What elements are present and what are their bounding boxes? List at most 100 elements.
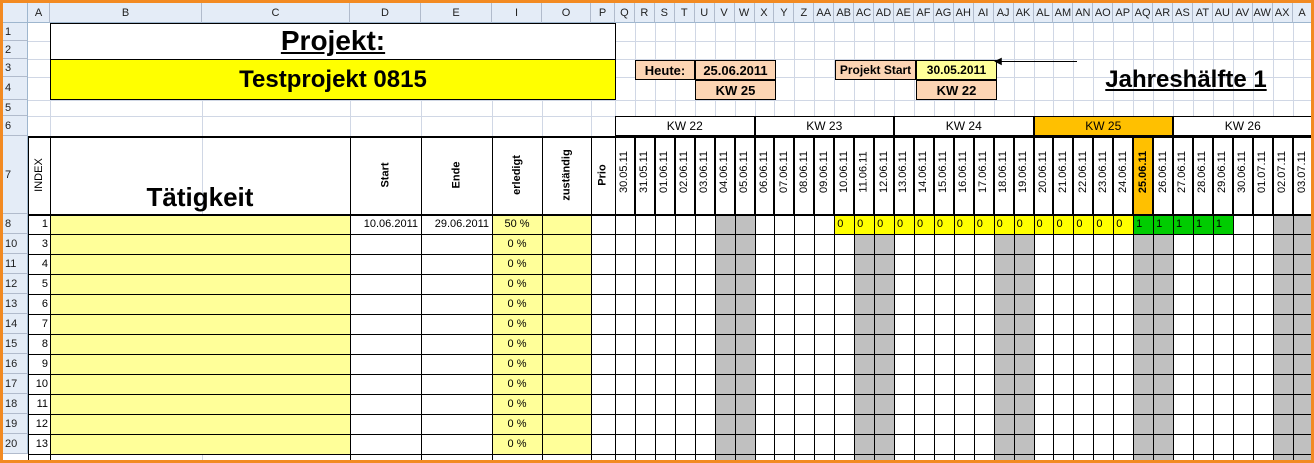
- column-header[interactable]: A: [1292, 3, 1311, 23]
- start-date-cell[interactable]: [350, 274, 421, 294]
- column-header[interactable]: AE: [894, 3, 914, 23]
- column-header[interactable]: X: [754, 3, 775, 23]
- column-header[interactable]: E: [421, 3, 492, 23]
- responsible-cell[interactable]: [542, 314, 591, 334]
- done-percent-cell[interactable]: 0 %: [507, 418, 527, 430]
- row-header[interactable]: 18: [3, 394, 28, 414]
- responsible-cell[interactable]: [542, 434, 591, 454]
- end-date-cell[interactable]: 29.06.2011: [434, 218, 489, 230]
- start-date-cell[interactable]: [350, 254, 421, 274]
- prio-cell[interactable]: [591, 294, 615, 314]
- column-header[interactable]: AT: [1192, 3, 1213, 23]
- end-date-cell[interactable]: [421, 414, 492, 434]
- row-header[interactable]: 5: [3, 100, 28, 116]
- responsible-cell[interactable]: [542, 414, 591, 434]
- prio-cell[interactable]: [591, 394, 615, 414]
- prio-cell[interactable]: [591, 354, 615, 374]
- task-name-cell[interactable]: [50, 274, 350, 294]
- end-date-cell[interactable]: [421, 394, 492, 414]
- column-header[interactable]: AU: [1212, 3, 1233, 23]
- end-date-cell[interactable]: [421, 334, 492, 354]
- start-date-cell[interactable]: [350, 314, 421, 334]
- column-header[interactable]: I: [492, 3, 542, 23]
- responsible-cell[interactable]: [542, 214, 591, 234]
- row-header[interactable]: 7: [3, 136, 28, 214]
- prio-cell[interactable]: [591, 434, 615, 454]
- column-header[interactable]: P: [591, 3, 615, 23]
- column-header[interactable]: AN: [1073, 3, 1094, 23]
- done-percent-cell[interactable]: 50 %: [504, 218, 530, 230]
- row-header[interactable]: 14: [3, 314, 28, 334]
- column-header[interactable]: Z: [794, 3, 815, 23]
- column-header[interactable]: AM: [1053, 3, 1074, 23]
- row-header[interactable]: 20: [3, 434, 28, 454]
- done-percent-cell[interactable]: 0 %: [507, 358, 527, 370]
- responsible-cell[interactable]: [542, 254, 591, 274]
- task-name-cell[interactable]: [50, 214, 350, 234]
- done-percent-cell[interactable]: 0 %: [507, 378, 527, 390]
- done-percent-cell[interactable]: 0 %: [507, 398, 527, 410]
- task-name-cell[interactable]: [50, 294, 350, 314]
- task-name-cell[interactable]: [50, 414, 350, 434]
- responsible-cell[interactable]: [542, 294, 591, 314]
- row-header[interactable]: 1: [3, 23, 28, 41]
- done-percent-cell[interactable]: 0 %: [507, 298, 527, 310]
- responsible-cell[interactable]: [542, 274, 591, 294]
- column-header[interactable]: AK: [1013, 3, 1034, 23]
- column-header[interactable]: T: [674, 3, 695, 23]
- task-name-cell[interactable]: [50, 354, 350, 374]
- column-header[interactable]: AP: [1113, 3, 1134, 23]
- task-name-cell[interactable]: [50, 254, 350, 274]
- prio-cell[interactable]: [591, 414, 615, 434]
- done-percent-cell[interactable]: 0 %: [507, 338, 527, 350]
- row-header[interactable]: 4: [3, 77, 28, 100]
- responsible-cell[interactable]: [542, 334, 591, 354]
- end-date-cell[interactable]: [421, 274, 492, 294]
- start-date-cell[interactable]: [350, 414, 421, 434]
- column-header[interactable]: AI: [973, 3, 994, 23]
- column-header[interactable]: AV: [1232, 3, 1253, 23]
- row-header[interactable]: 13: [3, 294, 28, 314]
- done-percent-cell[interactable]: 0 %: [507, 258, 527, 270]
- column-header[interactable]: AC: [854, 3, 875, 23]
- start-date-cell[interactable]: [350, 374, 421, 394]
- start-date-cell[interactable]: [350, 334, 421, 354]
- prio-cell[interactable]: [591, 374, 615, 394]
- column-header[interactable]: R: [634, 3, 655, 23]
- prio-cell[interactable]: [591, 254, 615, 274]
- row-header[interactable]: 12: [3, 274, 28, 294]
- start-date-cell[interactable]: [350, 394, 421, 414]
- start-date-cell[interactable]: 10.06.2011: [363, 218, 418, 230]
- row-header[interactable]: 8: [3, 214, 28, 234]
- column-header[interactable]: Q: [615, 3, 635, 23]
- prio-cell[interactable]: [591, 214, 615, 234]
- prio-cell[interactable]: [591, 274, 615, 294]
- row-header[interactable]: 15: [3, 334, 28, 354]
- responsible-cell[interactable]: [542, 374, 591, 394]
- start-date-cell[interactable]: [350, 234, 421, 254]
- task-name-cell[interactable]: [50, 314, 350, 334]
- column-header[interactable]: AR: [1153, 3, 1174, 23]
- column-header[interactable]: D: [350, 3, 421, 23]
- row-header[interactable]: 19: [3, 414, 28, 434]
- done-percent-cell[interactable]: 0 %: [507, 318, 527, 330]
- row-header[interactable]: 16: [3, 354, 28, 374]
- prio-cell[interactable]: [591, 234, 615, 254]
- start-date-cell[interactable]: [350, 354, 421, 374]
- column-header[interactable]: AH: [953, 3, 974, 23]
- column-header[interactable]: AX: [1272, 3, 1293, 23]
- column-header[interactable]: AA: [814, 3, 835, 23]
- task-name-cell[interactable]: [50, 394, 350, 414]
- row-header[interactable]: 17: [3, 374, 28, 394]
- row-header[interactable]: 11: [3, 254, 28, 274]
- row-header[interactable]: 3: [3, 59, 28, 77]
- task-name-cell[interactable]: [50, 334, 350, 354]
- start-date-cell[interactable]: [350, 294, 421, 314]
- end-date-cell[interactable]: [421, 294, 492, 314]
- column-header[interactable]: W: [734, 3, 755, 23]
- column-header[interactable]: A: [28, 3, 50, 23]
- column-header[interactable]: C: [202, 3, 350, 23]
- column-header[interactable]: AS: [1173, 3, 1193, 23]
- prio-cell[interactable]: [591, 334, 615, 354]
- column-header[interactable]: AO: [1093, 3, 1114, 23]
